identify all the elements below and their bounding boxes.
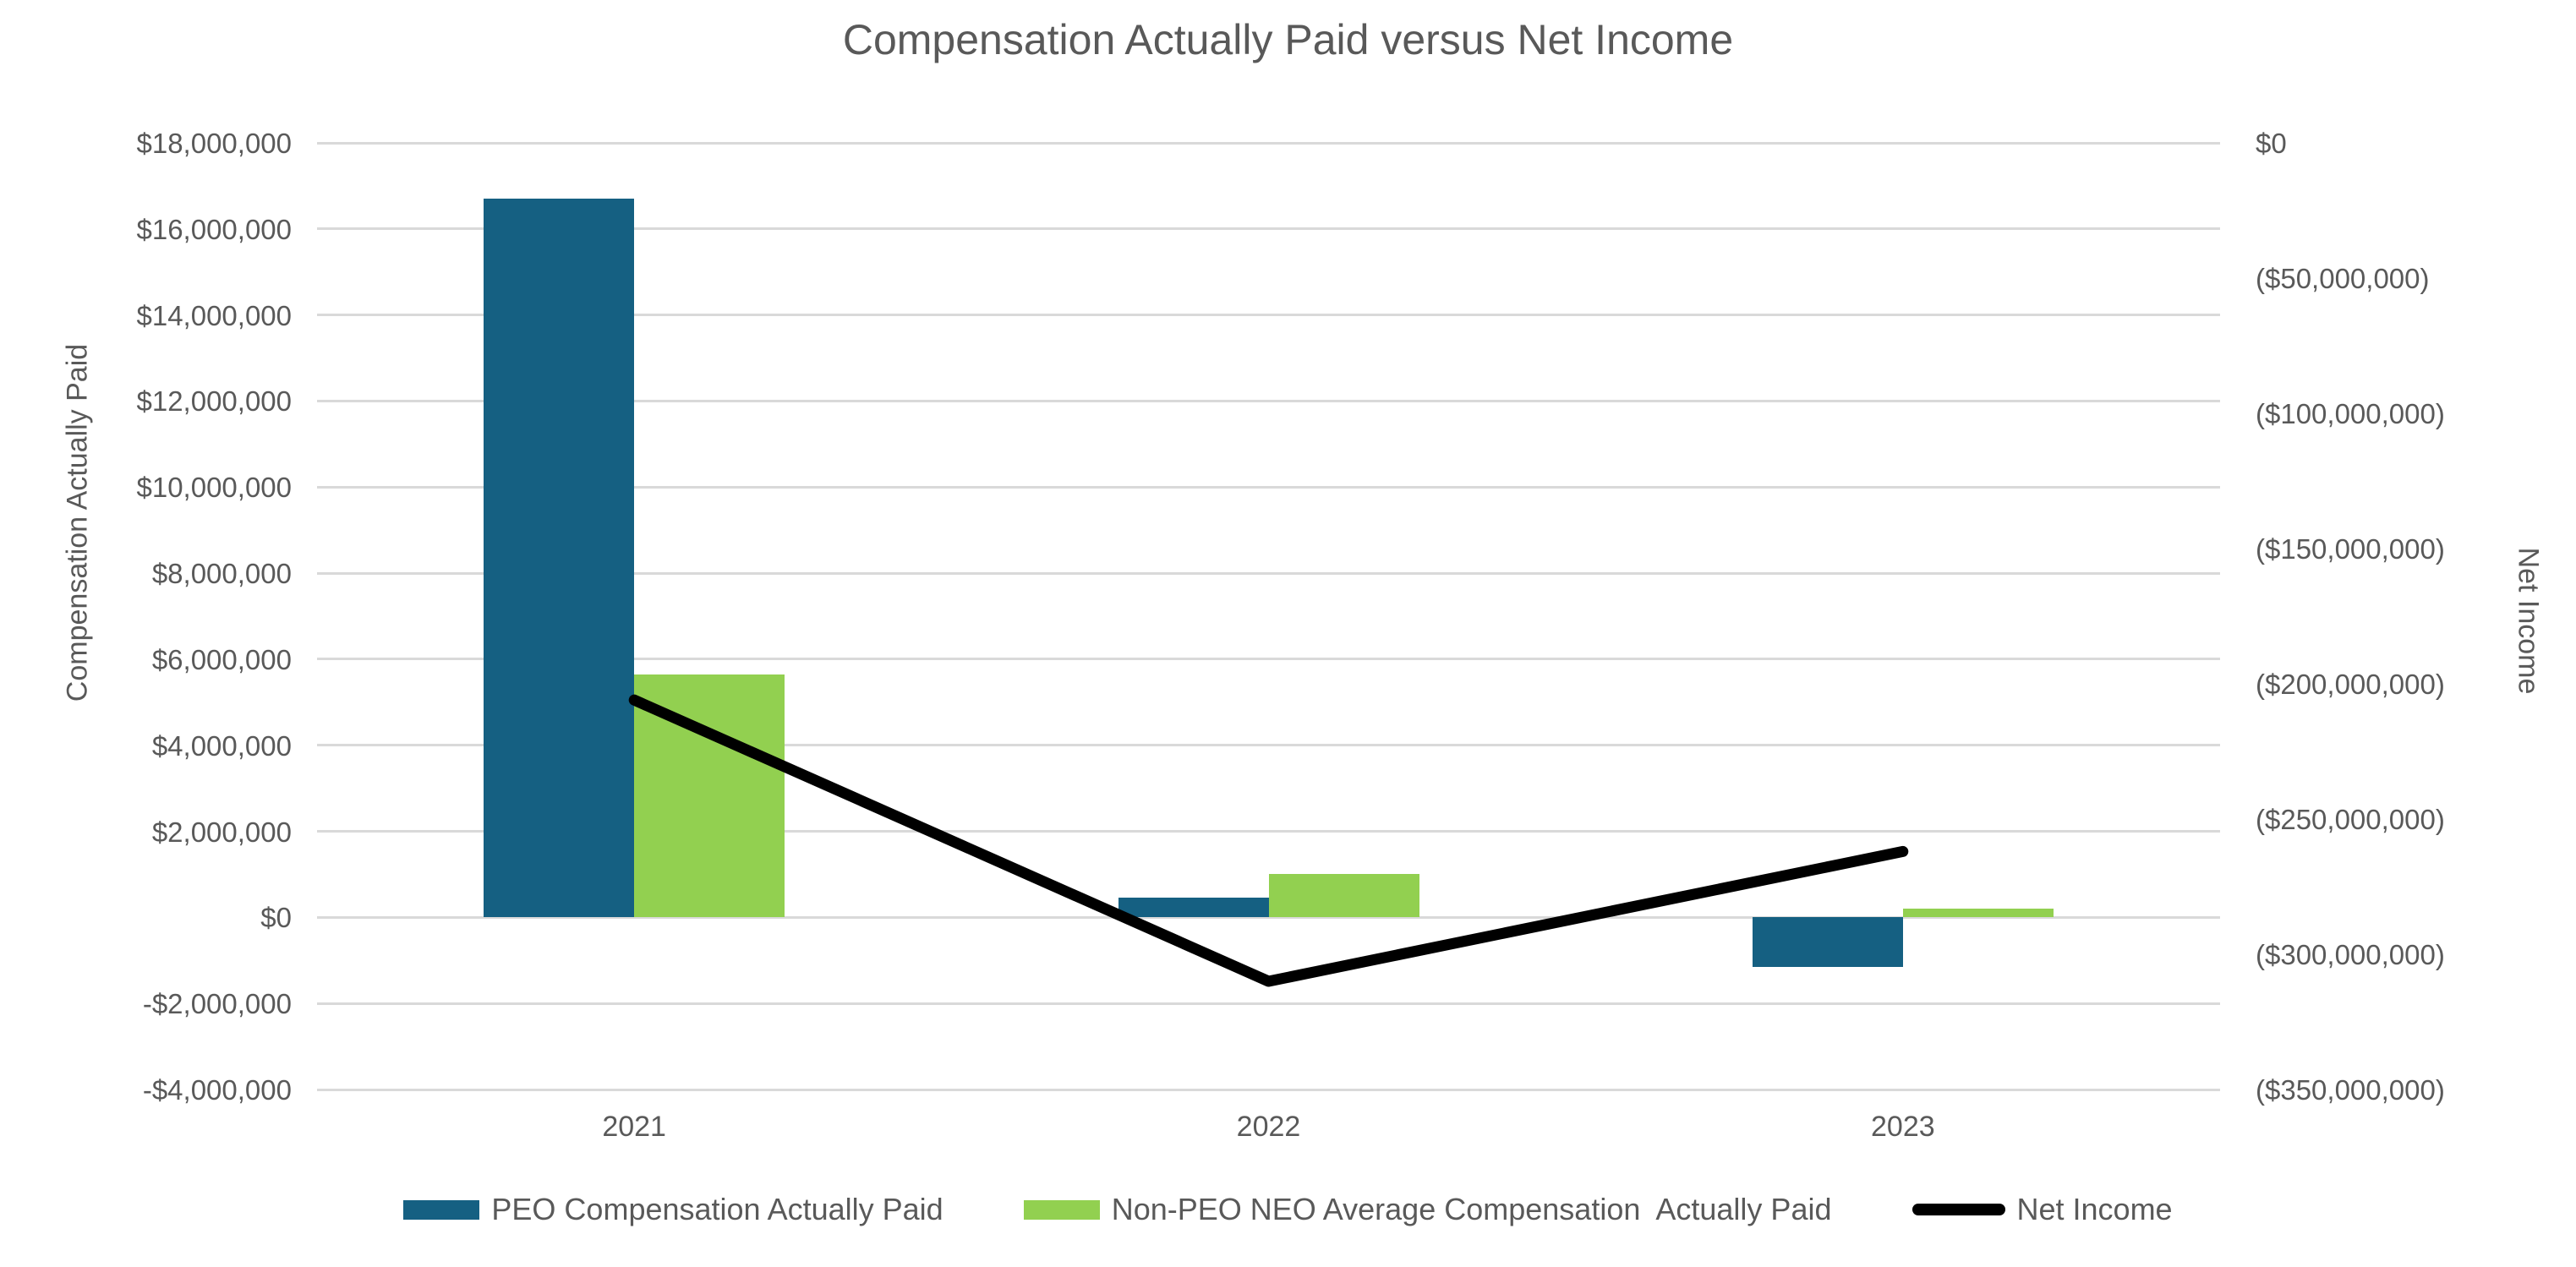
left-axis-tick-label: -$2,000,000 [142,988,292,1020]
bar-peo-2021 [484,199,635,918]
x-axis-label-2022: 2022 [1236,1111,1301,1143]
left-axis-title: Compensation Actually Paid [61,343,94,702]
left-axis-tick-label: $10,000,000 [136,472,292,504]
legend-label-neo: Non-PEO NEO Average Compensation Actuall… [1111,1192,1832,1226]
left-axis-tick-label: -$4,000,000 [142,1074,292,1106]
left-axis-tick-label: $8,000,000 [151,558,292,590]
left-axis-tick-label: $16,000,000 [136,213,292,245]
legend-item-neo: Non-PEO NEO Average Compensation Actuall… [1023,1192,1832,1227]
right-axis-title: Net Income [2512,547,2545,695]
gridline [317,1002,2220,1005]
bar-neo-2023 [1902,909,2054,918]
net-income-line-swatch-icon [1911,1204,2005,1215]
legend-item-net-income: Net Income [1911,1192,2173,1227]
left-axis-tick-label: $0 [260,902,292,934]
neo-bar-swatch-icon [1023,1199,1100,1220]
gridline [317,314,2220,317]
chart-title: Compensation Actually Paid versus Net In… [842,16,1734,63]
right-axis-tick-label: ($50,000,000) [2256,263,2430,294]
peo-bar-swatch-icon [403,1199,480,1220]
right-axis-tick-label: $0 [2256,128,2287,159]
gridline [317,141,2220,145]
x-axis-label-2023: 2023 [1871,1111,1935,1143]
right-axis-tick-label: ($150,000,000) [2256,533,2445,565]
left-axis-tick-label: $14,000,000 [136,299,292,331]
left-axis-tick-label: $18,000,000 [136,128,292,159]
right-axis-tick-label: ($200,000,000) [2256,669,2445,700]
right-axis-tick-label: ($250,000,000) [2256,804,2445,835]
left-axis-tick-label: $12,000,000 [136,385,292,418]
legend-item-peo: PEO Compensation Actually Paid [403,1192,943,1227]
gridline [317,399,2220,402]
gridline [317,227,2220,231]
legend-label-net-income: Net Income [2016,1192,2173,1226]
left-axis-tick-label: $6,000,000 [151,643,292,675]
bar-neo-2021 [634,674,785,918]
bar-peo-2022 [1118,898,1269,918]
bar-peo-2023 [1752,917,1903,967]
x-axis-label-2021: 2021 [602,1111,666,1143]
left-axis-tick-label: $4,000,000 [151,729,292,762]
chart-legend: PEO Compensation Actually Paid Non-PEO N… [0,1192,2576,1227]
left-axis-tick-label: $2,000,000 [151,816,292,848]
legend-label-peo: PEO Compensation Actually Paid [491,1192,943,1226]
gridline [317,485,2220,489]
gridline [317,658,2220,661]
right-axis-tick-label: ($300,000,000) [2256,939,2445,970]
bar-neo-2022 [1268,874,1419,918]
right-axis-tick-label: ($100,000,000) [2256,398,2445,429]
right-axis-tick-label: ($350,000,000) [2256,1074,2445,1106]
gridline [317,571,2220,575]
gridline [317,1088,2220,1091]
